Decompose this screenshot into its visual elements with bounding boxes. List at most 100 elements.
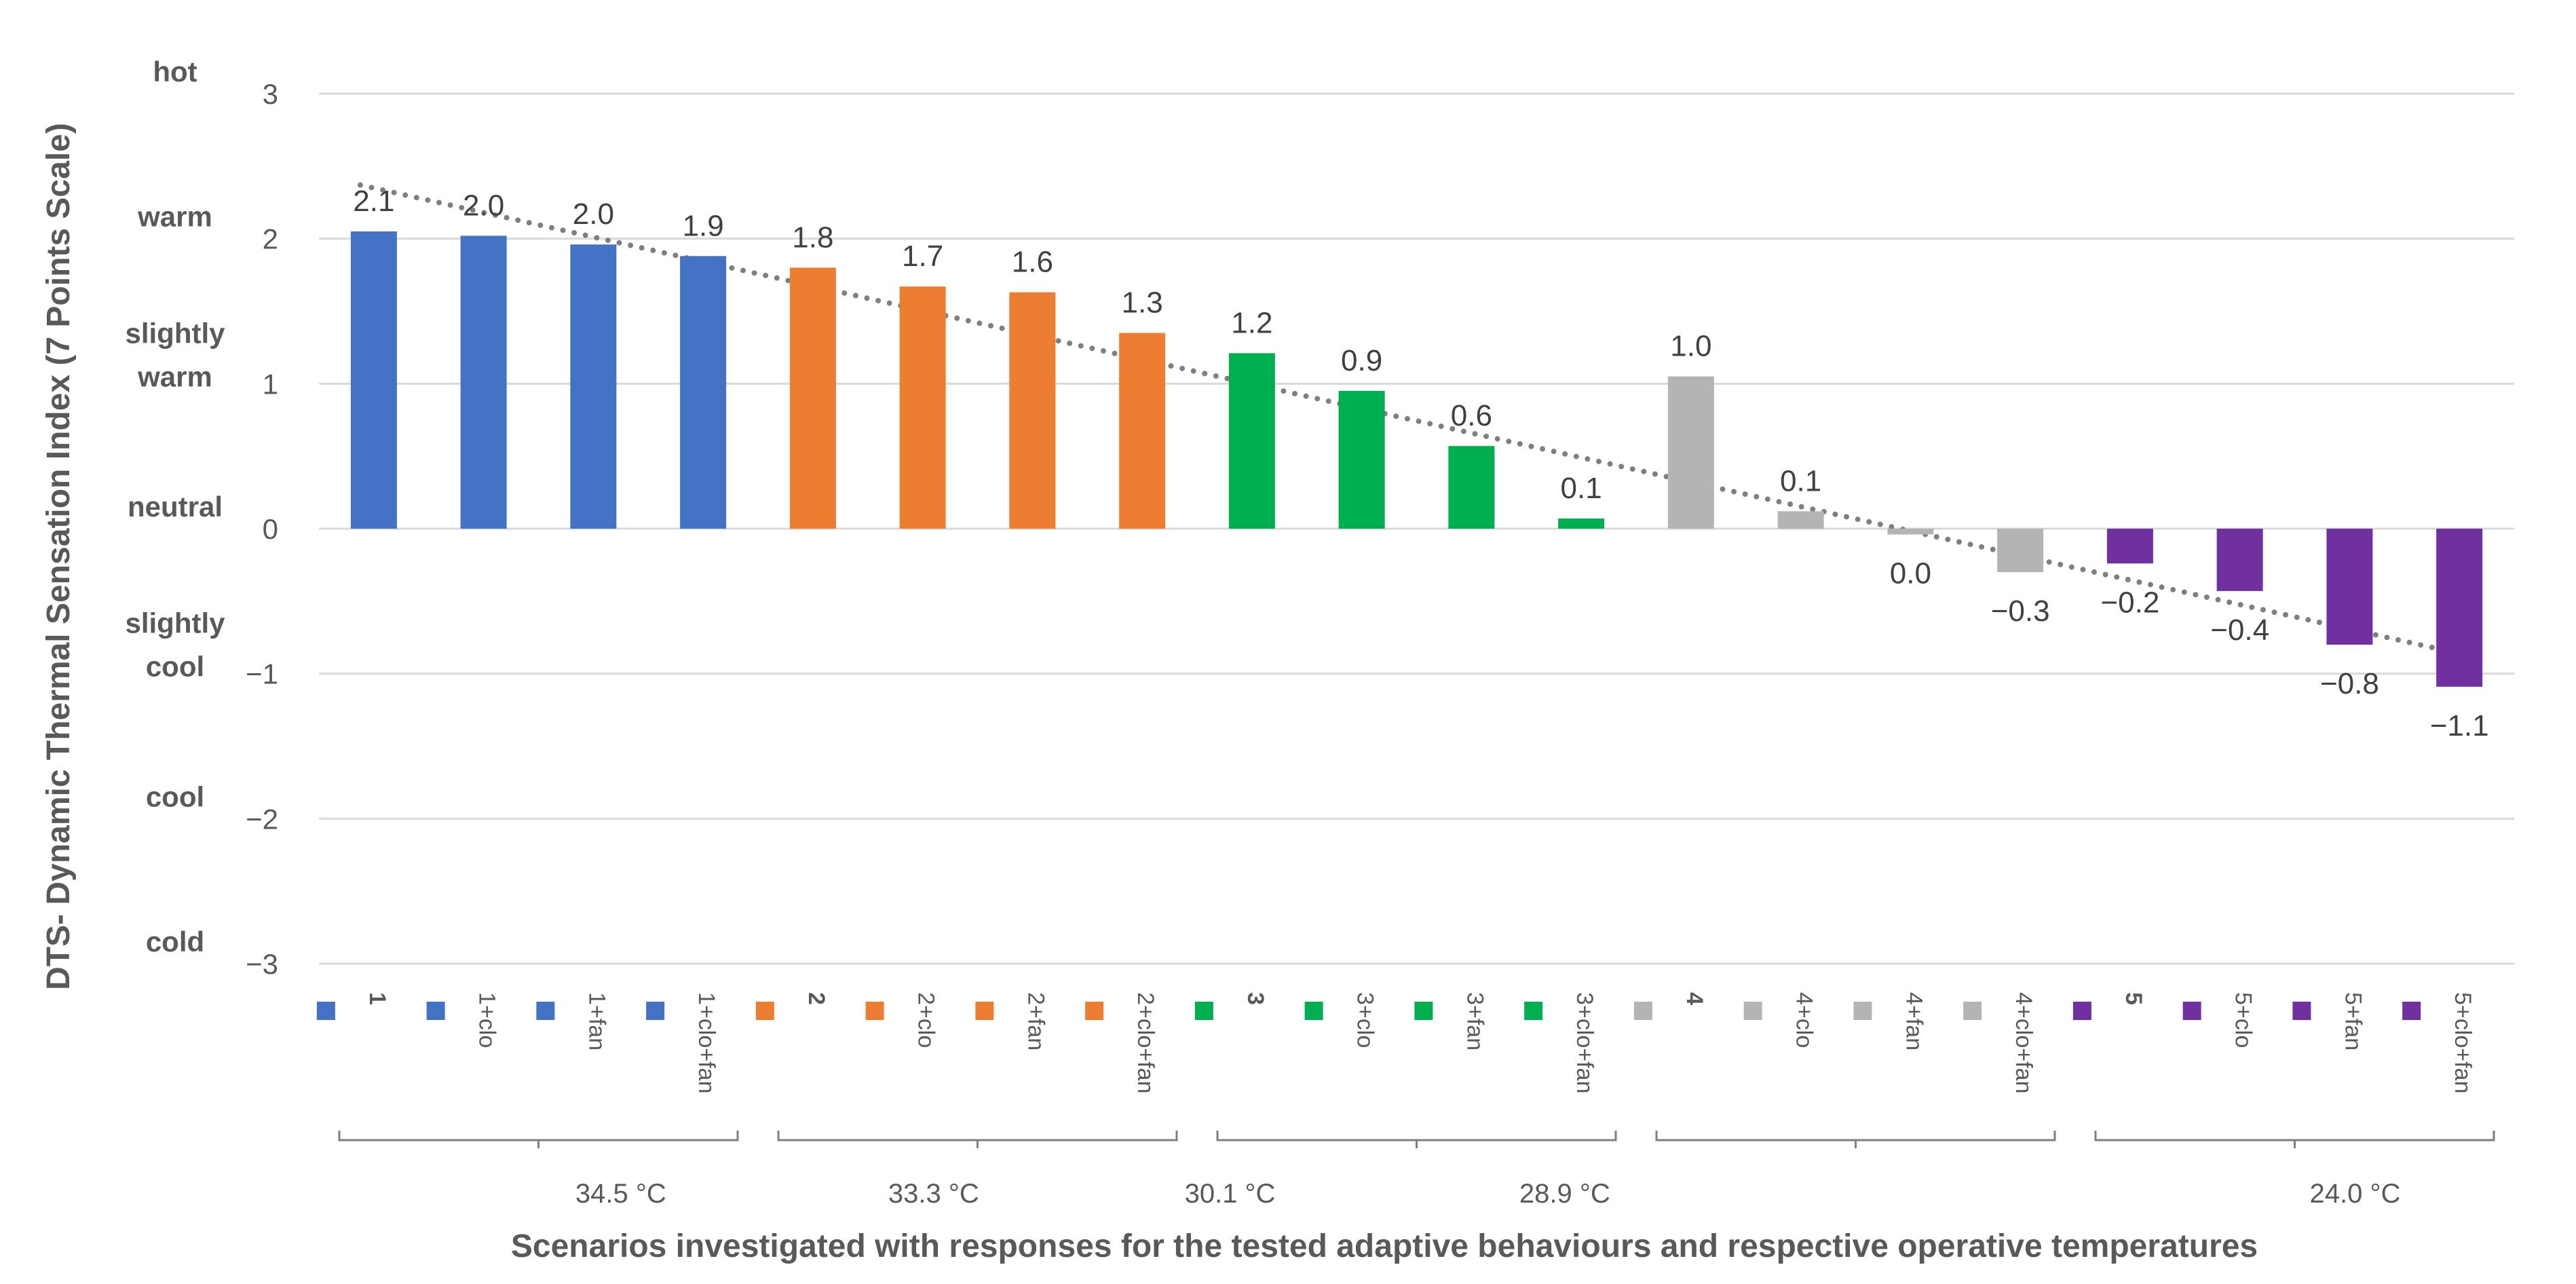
data-label: 1.8	[792, 221, 833, 254]
category-label: 4	[1682, 992, 1707, 1005]
data-label: 0.6	[1451, 399, 1492, 432]
data-label: 0.0	[1890, 557, 1931, 590]
data-label: 0.1	[1561, 472, 1602, 505]
bar-1+fan	[570, 244, 617, 529]
data-label: 1.6	[1012, 246, 1053, 279]
category-label: 2+fan	[1023, 992, 1048, 1051]
legend-key	[975, 1002, 994, 1020]
legend-key	[1743, 1002, 1762, 1020]
category-label: 5+clo+fan	[2450, 992, 2476, 1093]
temperature-label: 33.3 °C	[888, 1179, 979, 1209]
temperature-label: 28.9 °C	[1519, 1179, 1610, 1209]
category-label: 2+clo+fan	[1133, 992, 1158, 1093]
bar-1+clo+fan	[680, 256, 727, 529]
category-label: 4+clo	[1792, 992, 1817, 1048]
y-tick-label: 1	[263, 368, 278, 400]
sensation-label: cool	[146, 780, 204, 812]
sensation-label: cold	[146, 926, 204, 958]
data-label: 0.9	[1341, 344, 1382, 377]
trendline-layer	[357, 182, 2442, 652]
bar-2	[789, 267, 836, 529]
data-label: 2.1	[353, 185, 394, 218]
data-label: 2.0	[573, 197, 614, 231]
category-label: 5	[2121, 992, 2146, 1005]
data-label: 1.3	[1122, 286, 1163, 320]
legend-key	[865, 1002, 884, 1020]
y-tick-label: −2	[246, 803, 278, 835]
y-tick-label: −3	[246, 948, 278, 980]
bar-5+clo	[2216, 529, 2263, 591]
bar-1+clo	[460, 235, 507, 529]
sensation-label: slightly warm	[125, 317, 225, 392]
bar-5	[2106, 529, 2153, 564]
group-bracket	[2094, 1131, 2495, 1148]
category-label: 1	[364, 992, 390, 1005]
sensation-label-line: slightly	[125, 317, 225, 349]
y-axis-title: DTS- Dynamic Thermal Sensation Index (7 …	[41, 123, 77, 990]
bar-1	[350, 231, 397, 529]
legend-key	[2402, 1002, 2421, 1020]
category-label: 3+clo+fan	[1572, 992, 1597, 1093]
legend-key	[1194, 1002, 1213, 1020]
x-axis: 1 1+clo 1+fan 1+clo+fan 2 2+clo 2+fan 2+clo+fan…	[316, 992, 2495, 1209]
temperature-label: 24.0 °C	[2310, 1179, 2401, 1209]
legend-key	[1414, 1002, 1433, 1020]
bar-5+fan	[2326, 529, 2373, 645]
x-axis-title: Scenarios investigated with responses fo…	[511, 1228, 2258, 1264]
bar-3	[1228, 353, 1275, 529]
bars	[350, 231, 2483, 687]
bar-4	[1667, 376, 1714, 529]
legend-key	[316, 1002, 335, 1020]
temperature-label: 34.5 °C	[575, 1179, 666, 1209]
y-axis: 3 2 1 0 −1 −2 −3 hot warm slightly warm neutral slig…	[125, 56, 278, 980]
y-tick-label: 0	[263, 513, 278, 545]
group-bracket	[1655, 1131, 2056, 1148]
legend-key	[1963, 1002, 1982, 1020]
legend-key	[2072, 1002, 2091, 1020]
category-label: 4+clo+fan	[2011, 992, 2037, 1093]
bar-2+clo+fan	[1119, 333, 1166, 529]
sensation-label: neutral	[128, 491, 223, 523]
sensation-label-line: warm	[137, 360, 212, 392]
legend-key	[426, 1002, 445, 1020]
sensation-label: warm	[137, 201, 212, 233]
legend-key	[2182, 1002, 2201, 1020]
category-label: 5+fan	[2340, 992, 2366, 1051]
sensation-label: slightly cool	[125, 607, 225, 683]
data-label: 2.0	[463, 189, 504, 222]
data-label: −0.8	[2320, 667, 2379, 700]
data-label: 1.7	[902, 240, 943, 273]
y-tick-label: 2	[263, 223, 278, 255]
bar-2+clo	[899, 286, 946, 529]
data-label: −1.1	[2430, 709, 2489, 742]
temperature-label: 30.1 °C	[1185, 1179, 1276, 1209]
bar-4+fan	[1887, 529, 1934, 535]
legend-key	[1085, 1002, 1104, 1020]
data-label: −0.2	[2100, 586, 2159, 619]
category-label: 2	[803, 992, 829, 1005]
sensation-label: hot	[153, 56, 197, 88]
gridlines	[319, 92, 2514, 965]
bar-2+fan	[1009, 292, 1056, 529]
legend-key	[1633, 1002, 1652, 1020]
y-tick-label: 3	[263, 78, 278, 110]
category-label: 3+fan	[1462, 992, 1488, 1051]
sensation-label-line: slightly	[125, 607, 225, 639]
bar-5+clo+fan	[2436, 529, 2483, 687]
sensation-label-line: cool	[146, 651, 204, 683]
data-label: −0.3	[1991, 594, 2050, 628]
bar-3+clo	[1338, 391, 1385, 529]
bar-4+clo+fan	[1997, 529, 2044, 573]
group-bracket	[777, 1131, 1178, 1148]
bar-3+fan	[1448, 446, 1495, 529]
data-label: 1.2	[1231, 306, 1272, 339]
legend-key	[1524, 1002, 1543, 1020]
data-label: 0.1	[1780, 464, 1821, 497]
category-label: 4+fan	[1901, 992, 1927, 1051]
legend-key	[755, 1002, 774, 1020]
category-label: 5+clo	[2231, 992, 2256, 1048]
group-bracket	[338, 1131, 739, 1148]
category-label: 3	[1243, 992, 1268, 1005]
legend-key	[646, 1002, 665, 1020]
